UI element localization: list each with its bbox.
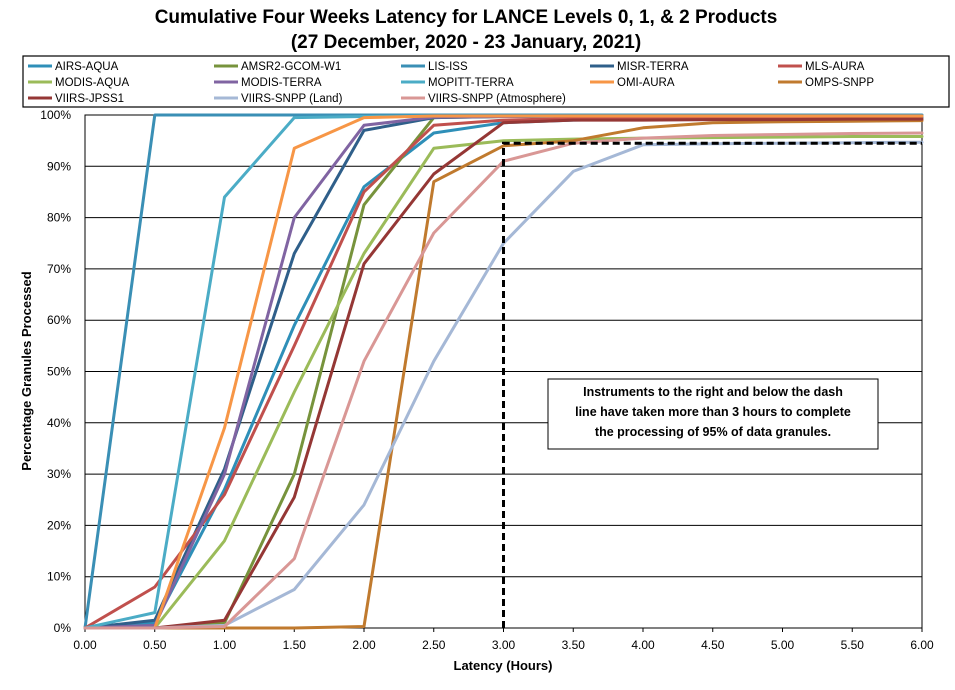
y-axis-title: Percentage Granules Processed [19, 271, 34, 470]
annotation-line-1: Instruments to the right and below the d… [583, 385, 843, 399]
y-tick-label: 40% [47, 416, 71, 430]
x-tick-label: 5.00 [771, 638, 795, 652]
legend-label: MODIS-TERRA [241, 77, 322, 89]
x-axis-title: Latency (Hours) [454, 658, 553, 673]
y-tick-label: 60% [47, 313, 71, 327]
series-line-modis-aqua [83, 135, 924, 630]
annotation-line-2: line have taken more than 3 hours to com… [575, 405, 851, 419]
y-tick-label: 30% [47, 467, 71, 481]
y-tick-label: 70% [47, 262, 71, 276]
legend-label: MODIS-AQUA [55, 77, 129, 89]
legend-label: OMI-AURA [617, 77, 675, 89]
legend-label: MISR-TERRA [617, 61, 689, 73]
y-tick-label: 100% [40, 108, 71, 122]
x-tick-label: 4.00 [631, 638, 655, 652]
legend-label: VIIRS-SNPP (Land) [241, 93, 343, 105]
legend-label: VIIRS-JPSS1 [55, 93, 124, 105]
y-tick-label: 80% [47, 211, 71, 225]
legend-label: MLS-AURA [805, 61, 865, 73]
x-tick-label: 3.00 [492, 638, 516, 652]
legend-label: AMSR2-GCOM-W1 [241, 61, 341, 73]
y-tick-label: 50% [47, 365, 71, 379]
y-tick-label: 10% [47, 570, 71, 584]
series-line-viirs-jpss1 [83, 117, 924, 630]
x-tick-label: 4.50 [701, 638, 725, 652]
y-tick-label: 0% [54, 621, 72, 635]
y-tick-label: 20% [47, 518, 71, 532]
legend-label: OMPS-SNPP [805, 77, 874, 89]
legend-label: LIS-ISS [428, 61, 468, 73]
x-tick-label: 1.50 [283, 638, 307, 652]
y-tick-label: 90% [47, 159, 71, 173]
annotation-box [547, 378, 879, 450]
x-tick-label: 2.50 [422, 638, 446, 652]
x-tick-label: 3.50 [562, 638, 586, 652]
chart-title: Cumulative Four Weeks Latency for LANCE … [155, 7, 778, 28]
series-line-omi-aura [83, 114, 924, 630]
annotation-line-3: the processing of 95% of data granules. [595, 425, 831, 439]
legend-label: VIIRS-SNPP (Atmosphere) [428, 93, 566, 105]
threshold-dashed-line [502, 141, 922, 628]
y-axis: 0% 10% 20% 30% 40% 50% 60% 70% 80% 90% 100% [40, 108, 71, 635]
chart-subtitle: (27 December, 2020 - 23 January, 2021) [291, 32, 641, 53]
x-tick-label: 5.50 [841, 638, 865, 652]
x-tick-label: 6.00 [910, 638, 934, 652]
x-tick-label: 2.00 [352, 638, 376, 652]
legend-label: AIRS-AQUA [55, 61, 119, 73]
x-tick-label: 0.00 [73, 638, 97, 652]
x-tick-label: 1.00 [213, 638, 237, 652]
x-tick-label: 0.50 [143, 638, 167, 652]
x-axis: 0.00 0.50 1.00 1.50 2.00 2.50 3.00 3.50 4.00 4.50… [73, 628, 934, 652]
legend: AIRS-AQUA AMSR2-GCOM-W1 LIS-ISS MISR-TERRA M… [28, 61, 874, 105]
legend-label: MOPITT-TERRA [428, 77, 514, 89]
